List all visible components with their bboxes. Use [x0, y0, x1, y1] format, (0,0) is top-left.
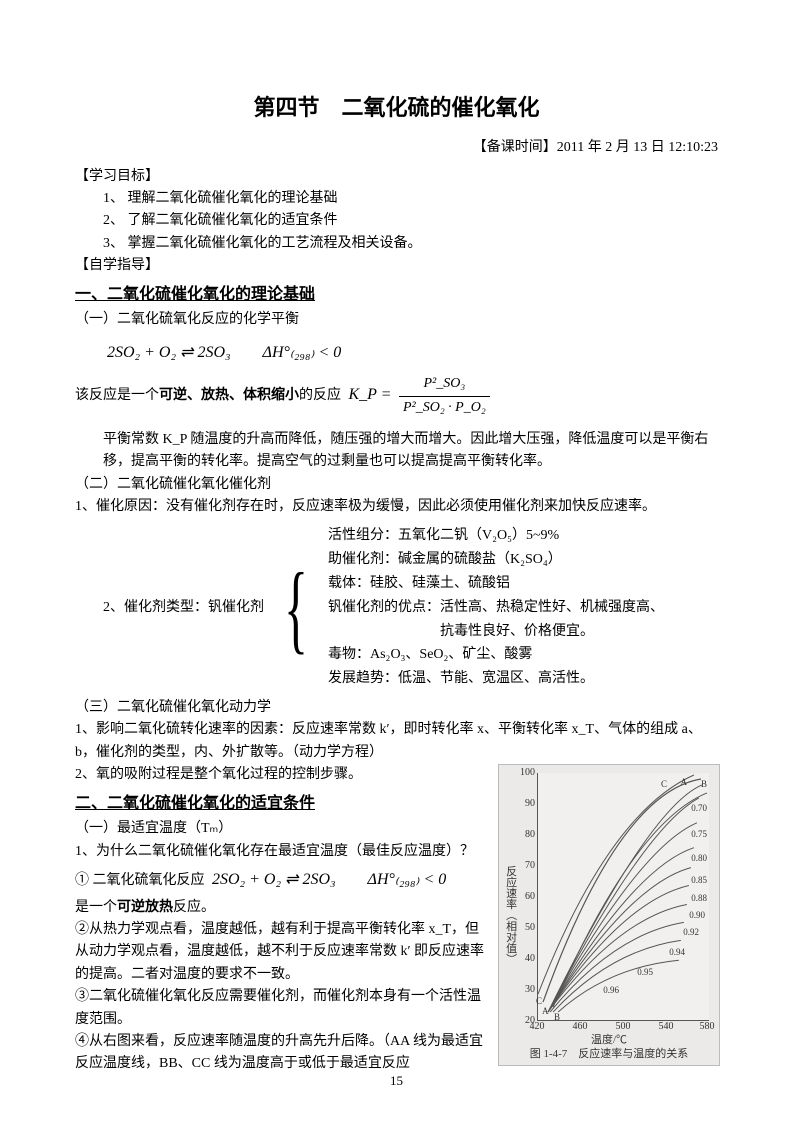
prep-time-value: 2011 年 2 月 13 日 12:10:23 — [557, 140, 718, 155]
cl-096: 0.96 — [603, 983, 619, 997]
para-2-rev: 是一个可逆放热反应。 — [75, 897, 490, 919]
catalyst-brace: 2、催化剂类型：钒催化剂 { 活性组分：五氧化二钒（V₂O₅）5~9% 助催化剂… — [75, 524, 718, 691]
cl-088: 0.88 — [691, 891, 707, 905]
cl-094: 0.94 — [669, 945, 685, 959]
subheading-1-1: （一）二氧化硫氧化反应的化学平衡 — [75, 309, 718, 331]
kp-fraction: P²_SO₃ P²_SO₂ · P_O₂ — [399, 373, 490, 419]
brace-content: 活性组分：五氧化二钒（V₂O₅）5~9% 助催化剂：碱金属的硫酸盐（K₂SO₄）… — [328, 524, 664, 691]
ytick-70: 70 — [519, 858, 535, 874]
page-number: 15 — [0, 1071, 793, 1092]
brace-line-4: 抗毒性良好、价格便宜。 — [328, 620, 664, 644]
chart-curves — [538, 773, 709, 1020]
left-label-a: A — [542, 1004, 549, 1018]
chart-caption: 图 1-4-7 反应速率与温度的关系 — [499, 1046, 719, 1064]
brace-line-6: 发展趋势：低温、节能、宽温区、高活性。 — [328, 667, 664, 691]
para-2-eq-line: ① 二氧化硫氧化反应 2SO₂ + O₂ ⇌ 2SO₃ ΔH°₍₂₉₈₎ < 0 — [75, 867, 490, 893]
objectives-header: 【学习目标】 — [75, 166, 718, 188]
para-2-4: ④从右图来看，反应速率随温度的升高先升后降。（AA 线为最适宜反应温度线，BB、… — [75, 1031, 490, 1076]
para-kin-1: 1、影响二氧化硫转化速率的因素：反应速率常数 k′，即时转化率 x、平衡转化率 … — [75, 719, 718, 764]
kp-den: P²_SO₂ · P_O₂ — [399, 397, 490, 419]
para-2-eq: 2SO₂ + O₂ ⇌ 2SO₃ ΔH°₍₂₉₈₎ < 0 — [208, 871, 450, 888]
prep-time: 【备课时间】2011 年 2 月 13 日 12:10:23 — [75, 137, 718, 159]
brace-line-5: 毒物：As₂O₃、SeO₂、矿尘、酸雾 — [328, 643, 664, 667]
brace-line-3: 钒催化剂的优点：活性高、热稳定性好、机械强度高、 — [328, 596, 664, 620]
self-study-header: 【自学指导】 — [75, 255, 718, 277]
kp-num: P²_SO₃ — [399, 373, 490, 396]
chart-ylabel: 反应速率（相对值） — [501, 866, 519, 965]
cl-080: 0.80 — [691, 851, 707, 865]
brace-line-1: 助催化剂：碱金属的硫酸盐（K₂SO₄） — [328, 548, 664, 572]
cl-075: 0.75 — [691, 827, 707, 841]
heading-1: 一、二氧化硫催化氧化的理论基础 — [75, 282, 718, 308]
cl-092: 0.92 — [683, 925, 699, 939]
ytick-90: 90 — [519, 796, 535, 812]
kp-line: 该反应是一个可逆、放热、体积缩小的反应 K_P = P²_SO₃ P²_SO₂ … — [75, 373, 718, 419]
objective-2: 2、 了解二氧化硫催化氧化的适宜条件 — [75, 210, 718, 232]
brace-line-2: 载体：硅胶、硅藻土、硫酸铝 — [328, 572, 664, 596]
ytick-50: 50 — [519, 920, 535, 936]
subheading-1-2: （二）二氧化硫催化氧化催化剂 — [75, 474, 718, 496]
subheading-1-3: （三）二氧化硫催化氧化动力学 — [75, 697, 718, 719]
para-2-2: ②从热力学观点看，温度越低，越有利于提高平衡转化率 x_T，但从动力学观点看，温… — [75, 919, 490, 986]
kp-prefix: 该反应是一个 — [75, 388, 159, 403]
ytick-40: 40 — [519, 951, 535, 967]
para-2-3: ③二氧化硫催化氧化反应需要催化剂，而催化剂本身有一个活性温度范围。 — [75, 986, 490, 1031]
cl-095: 0.95 — [637, 965, 653, 979]
ytick-30: 30 — [519, 982, 535, 998]
ytick-80: 80 — [519, 827, 535, 843]
rate-temperature-chart: 反应速率（相对值） — [498, 764, 720, 1066]
para-kp: 平衡常数 K_P 随温度的升高而降低，随压强的增大而增大。因此增大压强，降低温度… — [75, 429, 718, 474]
heading-2: 二、二氧化硫催化氧化的适宜条件 — [75, 791, 490, 817]
top-label-b: B — [701, 777, 707, 791]
para-2-eq-prefix: ① 二氧化硫氧化反应 — [75, 873, 205, 888]
para-2-rev-c: 反应。 — [173, 900, 215, 915]
para-2-rev-a: 是一个 — [75, 900, 117, 915]
para-2-1: 1、为什么二氧化硫催化氧化存在最适宜温度（最佳反应温度）？ — [75, 841, 490, 863]
brace-symbol: { — [280, 558, 312, 658]
kp-lhs: K_P = — [345, 386, 396, 403]
ytick-60: 60 — [519, 889, 535, 905]
brace-line-0: 活性组分：五氧化二钒（V₂O₅）5~9% — [328, 524, 664, 548]
chart-plot-area: B A C C A B 0.70 0.75 0.80 0.85 0.88 0.9… — [537, 773, 709, 1021]
left-label-b: B — [554, 1010, 560, 1024]
cl-090: 0.90 — [689, 908, 705, 922]
objective-1: 1、 理解二氧化硫催化氧化的理论基础 — [75, 188, 718, 210]
top-label-c: C — [661, 777, 667, 791]
top-label-a: A — [681, 775, 688, 789]
objective-3: 3、 掌握二氧化硫催化氧化的工艺流程及相关设备。 — [75, 233, 718, 255]
prep-time-label: 【备课时间】 — [473, 140, 557, 155]
ytick-100: 100 — [519, 765, 535, 781]
kp-bold: 可逆、放热、体积缩小 — [159, 388, 299, 403]
brace-label: 2、催化剂类型：钒催化剂 — [75, 597, 264, 619]
page-title: 第四节 二氧化硫的催化氧化 — [75, 90, 718, 125]
subheading-2-1: （一）最适宜温度（Tₘ） — [75, 818, 490, 840]
cl-070: 0.70 — [691, 801, 707, 815]
para-cat-reason: 1、催化原因：没有催化剂存在时，反应速率极为缓慢，因此必须使用催化剂来加快反应速… — [75, 496, 718, 518]
main-equation: 2SO₂ + O₂ ⇌ 2SO₃ ΔH°₍₂₉₈₎ < 0 — [75, 332, 718, 374]
para-2-rev-b: 可逆放热 — [117, 900, 173, 915]
kp-mid: 的反应 — [299, 388, 341, 403]
cl-085: 0.85 — [691, 873, 707, 887]
para-kin-2: 2、氧的吸附过程是整个氧化过程的控制步骤。 — [75, 764, 490, 786]
